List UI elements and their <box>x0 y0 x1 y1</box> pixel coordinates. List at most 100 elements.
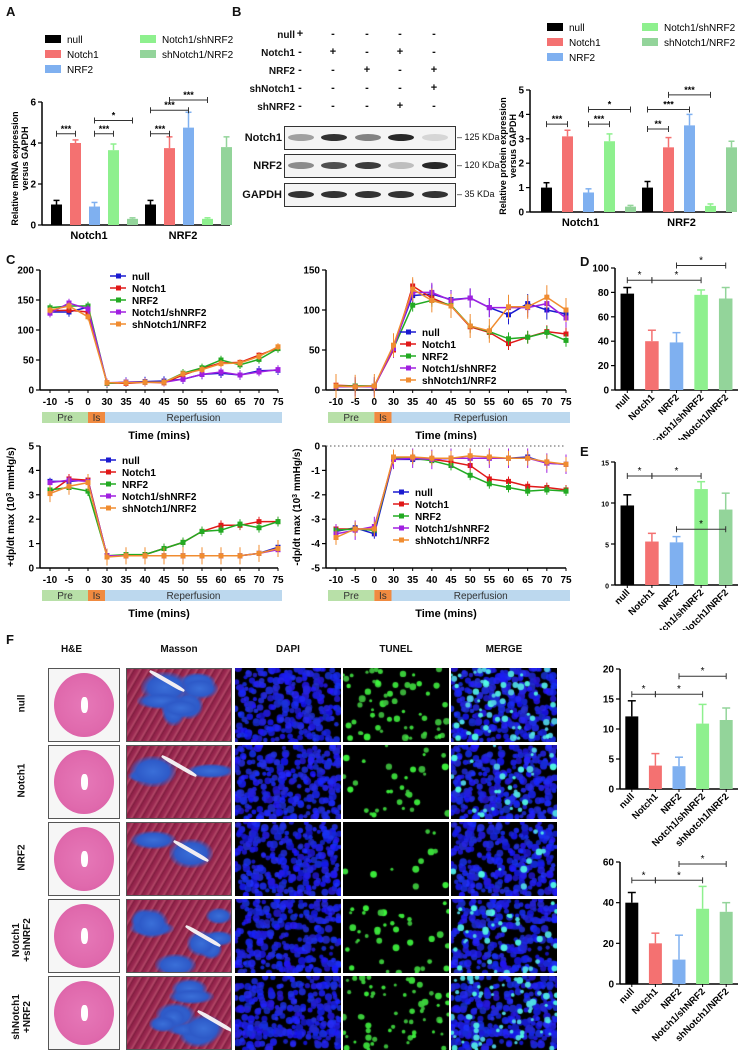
significance-label: * <box>675 270 679 281</box>
legend-label: null <box>569 23 585 34</box>
x-tick-label: Notch1 <box>626 392 657 423</box>
y-tick-label: 20 <box>603 939 615 950</box>
chart-f-masson: 05101520nullNotch1NRF2Notch1/shNRF2shNot… <box>603 665 738 849</box>
bar <box>642 187 653 212</box>
y-tick-label: 4 <box>30 139 36 150</box>
x-tick-label: 0 <box>85 397 91 408</box>
condition-label: null <box>277 30 295 41</box>
collagen-region <box>135 909 168 939</box>
bar <box>684 125 695 212</box>
y-axis-label: -dp/dt max (103 mmHg/s) <box>292 448 304 565</box>
x-tick-label: -5 <box>351 575 360 586</box>
legend-swatch <box>642 38 658 46</box>
bar <box>645 341 659 390</box>
phase-bar-reperfusion <box>105 412 282 423</box>
chart-f-tunel: 0204060nullNotch1NRF2Notch1/shNRF2shNotc… <box>603 854 738 1044</box>
legend-marker <box>116 309 121 315</box>
x-tick-label: NRF2 <box>667 217 696 229</box>
y-tick-label: 15 <box>603 695 615 706</box>
x-tick-label: 65 <box>522 397 534 408</box>
collagen-region <box>149 1015 178 1033</box>
significance-label: *** <box>594 114 605 124</box>
significance-label: * <box>675 466 679 477</box>
bar <box>70 143 81 225</box>
legend-marker <box>106 457 111 463</box>
x-tick-label: 30 <box>388 397 400 408</box>
significance-label: *** <box>684 85 695 95</box>
data-point <box>448 303 454 309</box>
data-point <box>275 367 281 373</box>
y-tick-label: 3 <box>518 134 524 145</box>
y-tick-label: 5 <box>28 442 34 453</box>
histology-row-label: NRF2 <box>16 844 28 871</box>
tunel-stain-image <box>343 976 449 1050</box>
histology-row-label: Notch1 <box>16 763 28 798</box>
data-point <box>467 453 473 459</box>
bar <box>51 204 62 225</box>
data-point <box>256 369 262 375</box>
significance-label: * <box>642 870 646 881</box>
data-point <box>66 483 72 489</box>
masson-stain-image <box>126 668 232 742</box>
molecular-weight: – 120 KDa <box>457 160 500 170</box>
y-tick-label: 10 <box>603 725 615 736</box>
y-tick-label: 5 <box>608 755 614 766</box>
legend-label: Notch1/shNRF2 <box>132 308 207 319</box>
dapi-stain-image <box>235 976 341 1050</box>
bar <box>694 294 708 390</box>
blot-label: NRF2 <box>253 160 282 172</box>
condition-sign: + <box>396 100 404 112</box>
y-tick-label: 100 <box>303 306 320 317</box>
y-tick-label: 0 <box>603 386 609 397</box>
data-point <box>104 554 110 560</box>
panel-letter-a: A <box>6 4 16 19</box>
data-point <box>66 307 72 313</box>
x-axis-label: Time (mins) <box>128 608 190 620</box>
bar <box>669 342 684 390</box>
significance-label: * <box>699 519 703 530</box>
data-point <box>333 383 339 389</box>
histology-column-header: Masson <box>160 644 198 655</box>
blot-band <box>422 191 448 198</box>
x-tick-label: 65 <box>234 397 246 408</box>
legend-marker <box>106 469 111 475</box>
panel-letter-d: D <box>580 254 590 269</box>
data-point <box>525 334 531 340</box>
data-point <box>486 305 492 311</box>
data-point <box>218 369 224 375</box>
data-point <box>486 328 492 334</box>
data-point <box>199 553 205 559</box>
legend-marker <box>116 297 121 303</box>
y-tick-label: 2 <box>518 159 524 170</box>
condition-sign: + <box>296 28 304 40</box>
x-tick-label: 70 <box>253 575 265 586</box>
bar <box>127 218 138 225</box>
condition-label: NRF2 <box>268 66 295 77</box>
bar <box>202 218 213 225</box>
condition-sign: - <box>331 28 335 40</box>
legend-label: null <box>415 488 433 499</box>
dapi-stain-image <box>235 668 341 742</box>
data-point <box>237 521 243 527</box>
x-tick-label: 35 <box>120 397 132 408</box>
x-tick-label: Notch1 <box>70 230 107 240</box>
molecular-weight: – 125 KDa <box>457 132 500 142</box>
legend-label: Notch1 <box>415 500 449 511</box>
data-point <box>199 367 205 373</box>
blot-band <box>288 134 314 141</box>
x-tick-label: 65 <box>522 575 534 586</box>
dapi-stain-image <box>235 899 341 973</box>
legend-label: NRF2 <box>422 352 449 363</box>
y-tick-label: 200 <box>17 266 34 277</box>
condition-sign: - <box>298 100 302 112</box>
blot-band <box>288 162 314 169</box>
x-tick-label: 35 <box>407 397 419 408</box>
legend-swatch <box>45 50 61 58</box>
legend-marker <box>406 365 411 371</box>
tunel-stain-image <box>343 668 449 742</box>
x-tick-label: 75 <box>560 397 572 408</box>
x-tick-label: Notch1 <box>630 791 661 822</box>
blot-band <box>321 191 347 198</box>
data-point <box>410 302 416 308</box>
